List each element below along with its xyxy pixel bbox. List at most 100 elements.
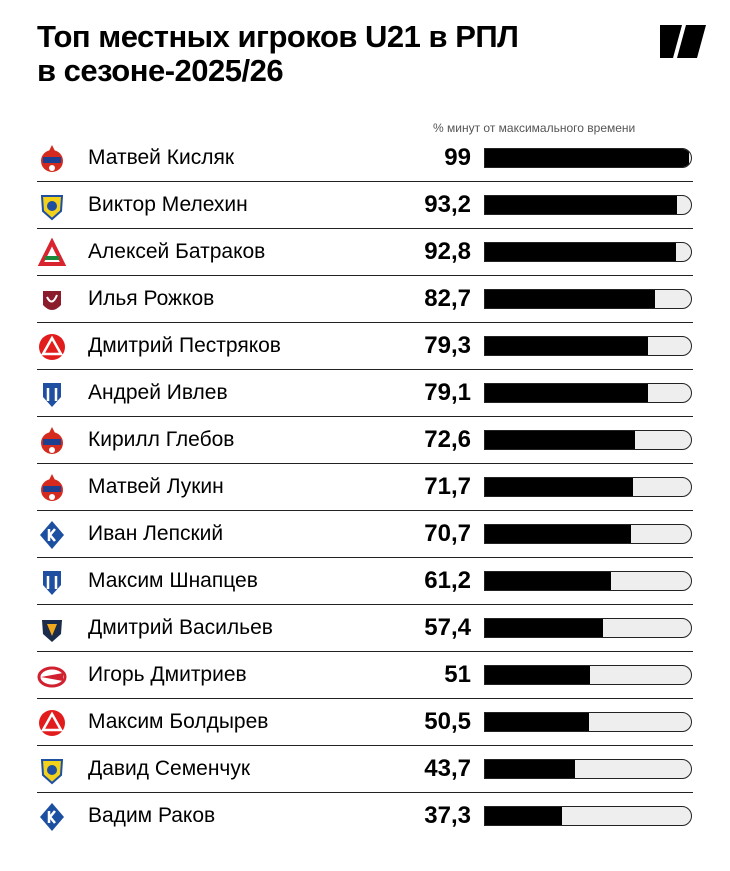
bar — [485, 713, 590, 731]
row-divider — [37, 745, 693, 746]
data-label: 51 — [444, 661, 471, 688]
bar-track — [484, 289, 692, 309]
player-name: Игорь Дмитриев — [88, 663, 247, 686]
title-line-2: в сезоне-2025/26 — [37, 53, 284, 88]
bar-row: Кирилл Глебов 72,6 — [37, 417, 693, 464]
bar-row: Игорь Дмитриев 51 — [37, 652, 693, 699]
bar — [485, 196, 677, 214]
bar-row: Матвей Кисляк 99 — [37, 135, 693, 182]
player-name: Виктор Мелехин — [88, 193, 248, 216]
bar-track — [484, 759, 692, 779]
data-label: 93,2 — [424, 191, 471, 218]
player-name: Кирилл Глебов — [88, 428, 235, 451]
bar-track — [484, 383, 692, 403]
bar-row: Вадим Раков 37,3 — [37, 793, 693, 840]
player-name: Матвей Кисляк — [88, 146, 235, 169]
bar-track — [484, 195, 692, 215]
player-name: Илья Рожков — [88, 287, 215, 310]
bar — [485, 807, 562, 825]
bar-track — [484, 806, 692, 826]
bar-track — [484, 336, 692, 356]
data-label: 71,7 — [424, 473, 471, 500]
row-divider — [37, 557, 693, 558]
data-label: 72,6 — [424, 426, 471, 453]
data-label: 82,7 — [424, 285, 471, 312]
bar — [485, 337, 649, 355]
row-divider — [37, 510, 693, 511]
club-krylia-sovetov-logo-icon — [37, 802, 67, 832]
bar-row: Илья Рожков 82,7 — [37, 276, 693, 323]
club-cska-logo-icon — [37, 144, 67, 174]
bar-track — [484, 712, 692, 732]
club-akron-logo-icon — [37, 708, 67, 738]
player-name: Иван Лепский — [88, 522, 224, 545]
row-divider — [37, 228, 693, 229]
bar-row: Андрей Ивлев 79,1 — [37, 370, 693, 417]
data-label: 92,8 — [424, 238, 471, 265]
row-divider — [37, 181, 693, 182]
bar-track — [484, 618, 692, 638]
player-name: Алексей Батраков — [88, 240, 266, 263]
bar — [485, 149, 689, 167]
club-spartak-logo-icon — [37, 661, 67, 691]
brand-logo-icon — [660, 25, 706, 58]
bar-track — [484, 477, 692, 497]
bar — [485, 290, 656, 308]
player-name: Максим Шнапцев — [88, 569, 258, 592]
bar — [485, 619, 604, 637]
bar-track — [484, 148, 692, 168]
row-divider — [37, 322, 693, 323]
club-pari-nn-logo-icon — [37, 567, 67, 597]
row-divider — [37, 369, 693, 370]
player-name: Дмитрий Васильев — [88, 616, 273, 639]
club-fakel-logo-icon — [37, 614, 67, 644]
bar-track — [484, 242, 692, 262]
bar — [485, 431, 635, 449]
bar — [485, 243, 677, 261]
club-rostov-logo-icon — [37, 191, 67, 221]
bar — [485, 478, 633, 496]
data-label: 37,3 — [424, 802, 471, 829]
row-divider — [37, 792, 693, 793]
player-name: Максим Болдырев — [88, 710, 269, 733]
data-label: 79,1 — [424, 379, 471, 406]
bar-row: Иван Лепский 70,7 — [37, 511, 693, 558]
bar — [485, 525, 631, 543]
row-divider — [37, 463, 693, 464]
row-divider — [37, 698, 693, 699]
club-cska-logo-icon — [37, 473, 67, 503]
title-line-1: Топ местных игроков U21 в РПЛ — [37, 19, 519, 54]
player-name: Давид Семенчук — [88, 757, 251, 780]
bar-row: Максим Шнапцев 61,2 — [37, 558, 693, 605]
club-rubin-logo-icon — [37, 285, 67, 315]
bar-row: Максим Болдырев 50,5 — [37, 699, 693, 746]
bar-row: Виктор Мелехин 93,2 — [37, 182, 693, 229]
bar-row: Давид Семенчук 43,7 — [37, 746, 693, 793]
player-name: Вадим Раков — [88, 804, 216, 827]
data-label: 70,7 — [424, 520, 471, 547]
bar — [485, 760, 576, 778]
bar-row: Дмитрий Пестряков 79,3 — [37, 323, 693, 370]
row-divider — [37, 275, 693, 276]
bar-track — [484, 665, 692, 685]
club-akron-logo-icon — [37, 332, 67, 362]
club-rostov-logo-icon — [37, 755, 67, 785]
player-name: Андрей Ивлев — [88, 381, 228, 404]
chart-title: Топ местных игроков U21 в РПЛ в сезоне-2… — [37, 19, 519, 88]
bar — [485, 572, 612, 590]
axis-label: % минут от максимального времени — [433, 121, 636, 135]
player-name: Дмитрий Пестряков — [88, 334, 281, 357]
data-label: 43,7 — [424, 755, 471, 782]
bar — [485, 666, 591, 684]
row-divider — [37, 416, 693, 417]
bar-track — [484, 524, 692, 544]
bar-row: Дмитрий Васильев 57,4 — [37, 605, 693, 652]
player-name: Матвей Лукин — [88, 475, 224, 498]
club-krylia-sovetov-logo-icon — [37, 520, 67, 550]
club-cska-logo-icon — [37, 426, 67, 456]
bar — [485, 384, 648, 402]
data-label: 61,2 — [424, 567, 471, 594]
data-label: 79,3 — [424, 332, 471, 359]
data-label: 50,5 — [424, 708, 471, 735]
